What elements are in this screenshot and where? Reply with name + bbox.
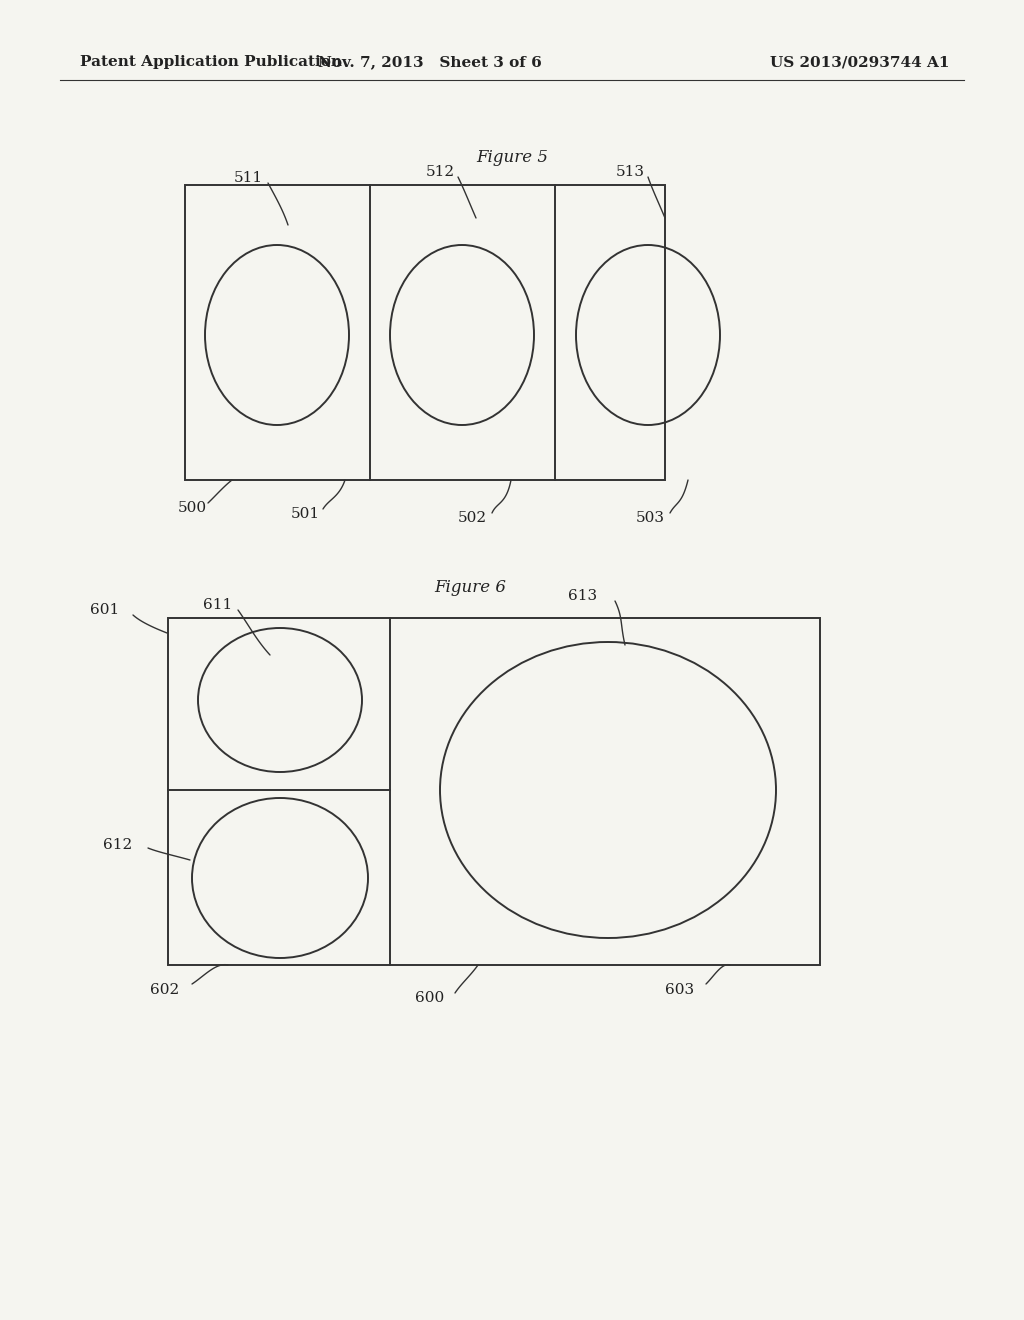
Text: US 2013/0293744 A1: US 2013/0293744 A1 — [770, 55, 950, 69]
Text: 613: 613 — [568, 589, 598, 603]
Text: 600: 600 — [416, 991, 444, 1005]
Text: 611: 611 — [204, 598, 232, 612]
Text: 602: 602 — [151, 983, 179, 997]
Bar — [168, 618, 820, 965]
Text: Figure 6: Figure 6 — [434, 579, 506, 597]
Text: Patent Application Publication: Patent Application Publication — [80, 55, 342, 69]
Text: 512: 512 — [425, 165, 455, 180]
Text: 501: 501 — [291, 507, 319, 521]
Text: 502: 502 — [458, 511, 486, 525]
Text: 513: 513 — [615, 165, 644, 180]
Text: Nov. 7, 2013   Sheet 3 of 6: Nov. 7, 2013 Sheet 3 of 6 — [318, 55, 542, 69]
Bar — [185, 185, 665, 480]
Text: 612: 612 — [103, 838, 133, 851]
Text: 503: 503 — [636, 511, 665, 525]
Text: 603: 603 — [666, 983, 694, 997]
Text: 601: 601 — [90, 603, 120, 616]
Text: 511: 511 — [233, 172, 262, 185]
Text: Figure 5: Figure 5 — [476, 149, 548, 166]
Text: 500: 500 — [177, 502, 207, 515]
